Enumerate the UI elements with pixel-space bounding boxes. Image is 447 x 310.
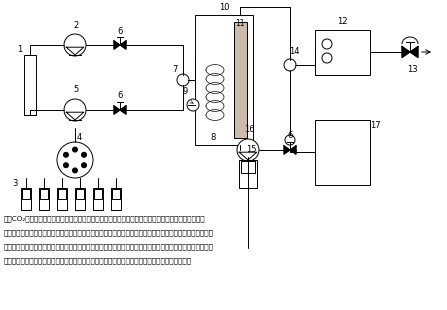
Circle shape (64, 34, 86, 56)
Text: 8: 8 (210, 132, 216, 141)
Bar (39, 188, 49, 210)
Bar (94, 189, 102, 199)
Circle shape (237, 139, 259, 161)
Text: 7: 7 (172, 65, 178, 74)
Text: 4: 4 (76, 132, 82, 141)
Circle shape (72, 147, 77, 152)
Polygon shape (114, 41, 120, 49)
Polygon shape (284, 146, 290, 154)
Circle shape (81, 152, 87, 157)
Circle shape (63, 163, 68, 168)
Text: 6: 6 (287, 131, 293, 140)
Polygon shape (402, 46, 410, 58)
Text: 1: 1 (17, 46, 23, 55)
Circle shape (284, 59, 296, 71)
Polygon shape (290, 146, 296, 154)
Bar (315, 30, 370, 75)
Circle shape (322, 39, 332, 49)
Circle shape (285, 135, 295, 145)
Bar (75, 188, 85, 210)
Polygon shape (120, 106, 126, 114)
Bar (111, 188, 121, 210)
Bar (40, 189, 48, 199)
Bar (21, 188, 31, 210)
Text: 15: 15 (246, 145, 256, 154)
Text: 17: 17 (370, 121, 380, 130)
Text: １４：スプリッター　１５：イオン化促進剤　１６：イオン化促進剤送液ポンプ　：質量分析計: １４：スプリッター １５：イオン化促進剤 １６：イオン化促進剤送液ポンプ ：質量… (4, 257, 192, 264)
Bar (93, 188, 103, 210)
Text: 9: 9 (182, 87, 188, 96)
Bar (22, 189, 30, 199)
Bar (58, 189, 66, 199)
Text: 11: 11 (235, 19, 245, 28)
Text: 14: 14 (289, 47, 299, 56)
Text: ９：オートサンプラー　１０：カラムオーブン　１１：カラム　１２：光学検出器　１３：自動圧力調整弁: ９：オートサンプラー １０：カラムオーブン １１：カラム １２：光学検出器 １３… (4, 243, 214, 250)
Bar (239, 160, 257, 188)
Text: 6: 6 (117, 91, 122, 100)
Text: 2: 2 (73, 20, 79, 29)
Bar (76, 189, 84, 199)
Bar (234, 22, 247, 138)
Polygon shape (410, 46, 418, 58)
Circle shape (72, 168, 77, 173)
Bar (112, 189, 120, 199)
Polygon shape (120, 41, 126, 49)
Circle shape (63, 152, 68, 157)
Text: １：CO₂ボンベ　２：液化二酸化炭素送液ポンプ　３：モディファイアー溶媒　４：溶媒切換バルブ: １：CO₂ボンベ ２：液化二酸化炭素送液ポンプ ３：モディファイアー溶媒 ４：溶… (4, 215, 206, 222)
Text: 6: 6 (117, 26, 122, 36)
Text: 3: 3 (13, 179, 18, 188)
Text: ５：モディファイアー送液ポンプ　６：ストップバルブ　７：ミキシングユニット　８：プレヒートコイル: ５：モディファイアー送液ポンプ ６：ストップバルブ ７：ミキシングユニット ８：… (4, 229, 214, 236)
Bar (24, 55, 36, 115)
Circle shape (322, 53, 332, 63)
Circle shape (81, 163, 87, 168)
Text: 13: 13 (407, 65, 417, 74)
Text: 10: 10 (219, 3, 229, 12)
Bar (315, 120, 370, 185)
Bar (195, 15, 253, 145)
Polygon shape (114, 106, 120, 114)
Circle shape (57, 142, 93, 178)
Circle shape (64, 99, 86, 121)
Circle shape (187, 99, 199, 111)
Bar (241, 161, 255, 173)
Circle shape (177, 74, 189, 86)
Text: 5: 5 (73, 86, 79, 95)
Bar (57, 188, 67, 210)
Text: 12: 12 (337, 17, 347, 26)
Text: 16: 16 (244, 126, 254, 135)
